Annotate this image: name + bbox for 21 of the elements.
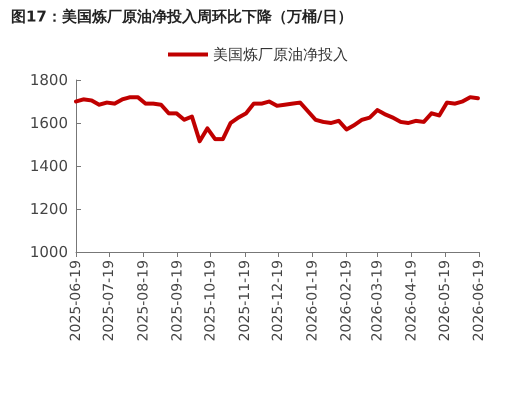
x-tick-label: 2026-04-19 xyxy=(404,260,420,342)
x-tick-label: 2026-01-19 xyxy=(304,260,320,342)
chart-title: 图17：美国炼厂原油净投入周环比下降（万桶/日） xyxy=(11,8,352,26)
y-tick-label: 1600 xyxy=(30,114,68,132)
x-tick-label: 2025-07-19 xyxy=(101,260,118,342)
x-tick-label: 2025-08-19 xyxy=(135,260,152,342)
x-tick-label: 2026-06-19 xyxy=(471,260,487,342)
x-tick-label: 2025-12-19 xyxy=(270,260,286,342)
x-tick-label: 2026-02-19 xyxy=(338,260,355,342)
x-tick-label: 2025-09-19 xyxy=(170,260,186,342)
x-tick-label: 2025-06-19 xyxy=(68,260,84,342)
x-tick-label: 2025-10-19 xyxy=(202,260,219,342)
y-tick-label: 1400 xyxy=(30,157,68,175)
x-tick-label: 2026-05-19 xyxy=(436,260,453,342)
y-tick-label: 1200 xyxy=(30,200,68,218)
legend-label: 美国炼厂原油净投入 xyxy=(213,46,348,64)
x-tick-label: 2026-03-19 xyxy=(369,260,386,342)
line-series xyxy=(74,95,480,144)
x-tick-label: 2025-11-19 xyxy=(236,260,253,342)
y-tick-label: 1000 xyxy=(30,243,68,261)
y-tick-label: 1800 xyxy=(30,71,68,89)
